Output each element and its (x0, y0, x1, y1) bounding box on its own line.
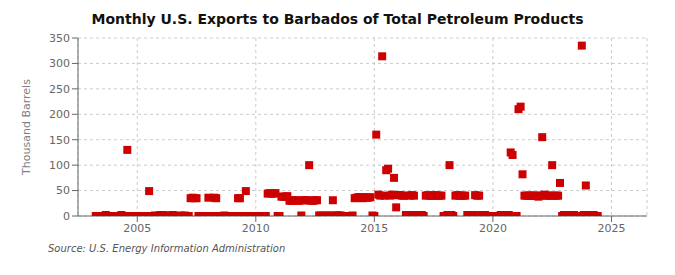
svg-text:250: 250 (49, 83, 70, 96)
svg-text:2005: 2005 (123, 222, 151, 235)
svg-text:2010: 2010 (242, 222, 270, 235)
svg-text:2015: 2015 (360, 222, 388, 235)
svg-text:200: 200 (49, 108, 70, 121)
svg-text:350: 350 (49, 32, 70, 45)
svg-text:100: 100 (49, 159, 70, 172)
svg-text:300: 300 (49, 57, 70, 70)
svg-text:2025: 2025 (597, 222, 625, 235)
svg-text:Thousand Barrels: Thousand Barrels (20, 79, 33, 176)
svg-text:50: 50 (56, 184, 70, 197)
svg-text:150: 150 (49, 134, 70, 147)
svg-text:2020: 2020 (479, 222, 507, 235)
html-text:Monthly U.S. Exports to Barbad: Monthly U.S. Exports to Barbados of Tota… (91, 11, 584, 27)
html-text:Source: U.S. Energy Informatio: Source: U.S. Energy Information Administ… (48, 243, 286, 254)
svg-text:0: 0 (63, 210, 70, 223)
